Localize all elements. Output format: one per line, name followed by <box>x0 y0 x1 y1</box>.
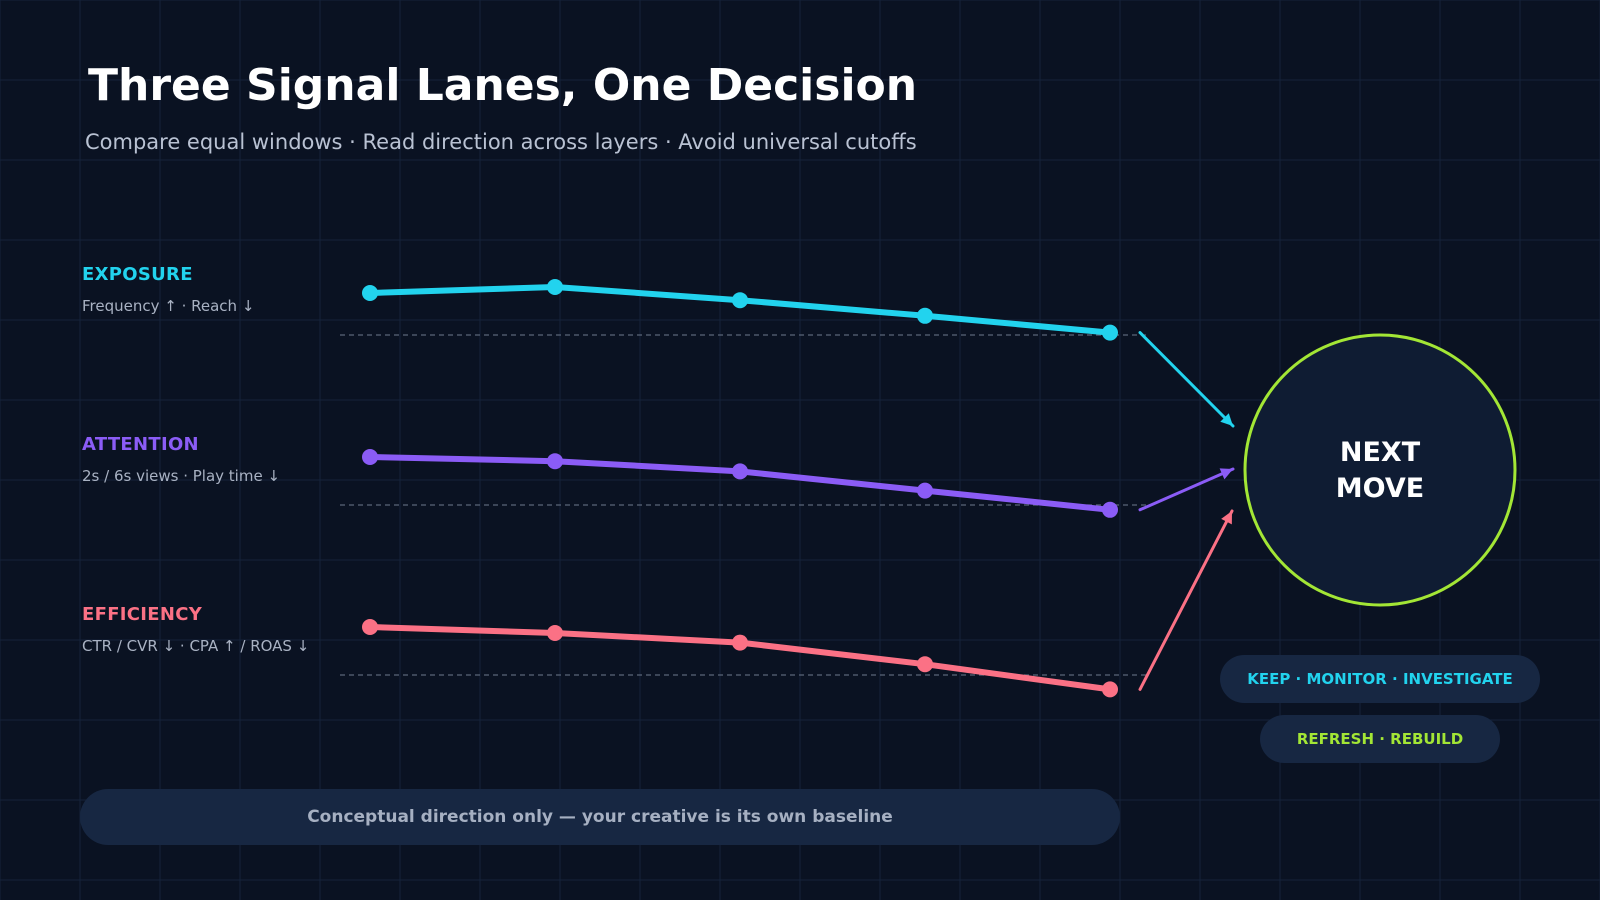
lane-metrics-attention: 2s / 6s views · Play time ↓ <box>82 467 281 485</box>
lane-name-efficiency: EFFICIENCY <box>82 604 203 625</box>
connector-efficiency <box>1138 509 1234 691</box>
page-title: Three Signal Lanes, One Decision <box>88 60 918 111</box>
data-point-efficiency <box>917 656 933 673</box>
lane-metrics-exposure: Frequency ↑ · Reach ↓ <box>82 297 255 315</box>
lane-trend-lines <box>362 279 1118 698</box>
lane-name-attention: ATTENTION <box>82 434 199 455</box>
data-point-efficiency <box>1102 681 1118 698</box>
decision-node: NEXT MOVE <box>1243 333 1517 607</box>
arrowhead-efficiency <box>1221 511 1232 525</box>
data-point-exposure <box>547 279 563 295</box>
outcome-badge-refresh-rebuild: REFRESH · REBUILD <box>1260 715 1500 763</box>
data-point-efficiency <box>547 625 563 641</box>
arrowhead-attention <box>1219 468 1233 480</box>
decision-label-line2: MOVE <box>1336 473 1424 504</box>
decision-circle <box>1243 333 1517 607</box>
data-point-exposure <box>917 307 933 324</box>
data-point-attention <box>1102 501 1118 518</box>
decision-label-line1: NEXT <box>1340 437 1421 468</box>
data-point-attention <box>917 482 933 499</box>
data-point-attention <box>732 463 748 480</box>
lane-name-exposure: EXPOSURE <box>82 264 193 285</box>
data-point-efficiency <box>362 619 378 635</box>
data-point-exposure <box>1102 324 1118 341</box>
data-point-attention <box>547 453 563 470</box>
lane-connectors <box>1138 331 1235 691</box>
lane-metrics-efficiency: CTR / CVR ↓ · CPA ↑ / ROAS ↓ <box>82 637 310 655</box>
data-point-exposure <box>732 292 748 309</box>
connector-attention <box>1138 467 1235 512</box>
footer-note: Conceptual direction only — your creativ… <box>80 789 1120 845</box>
connector-exposure <box>1138 331 1235 428</box>
arrowhead-exposure <box>1220 413 1233 426</box>
page-subtitle: Compare equal windows · Read direction a… <box>85 130 917 154</box>
lane-baselines <box>340 334 1150 676</box>
outcome-badge-keep-monitor: KEEP · MONITOR · INVESTIGATE <box>1220 655 1540 703</box>
data-point-attention <box>362 449 378 465</box>
data-point-efficiency <box>732 634 748 651</box>
data-point-exposure <box>362 285 378 301</box>
